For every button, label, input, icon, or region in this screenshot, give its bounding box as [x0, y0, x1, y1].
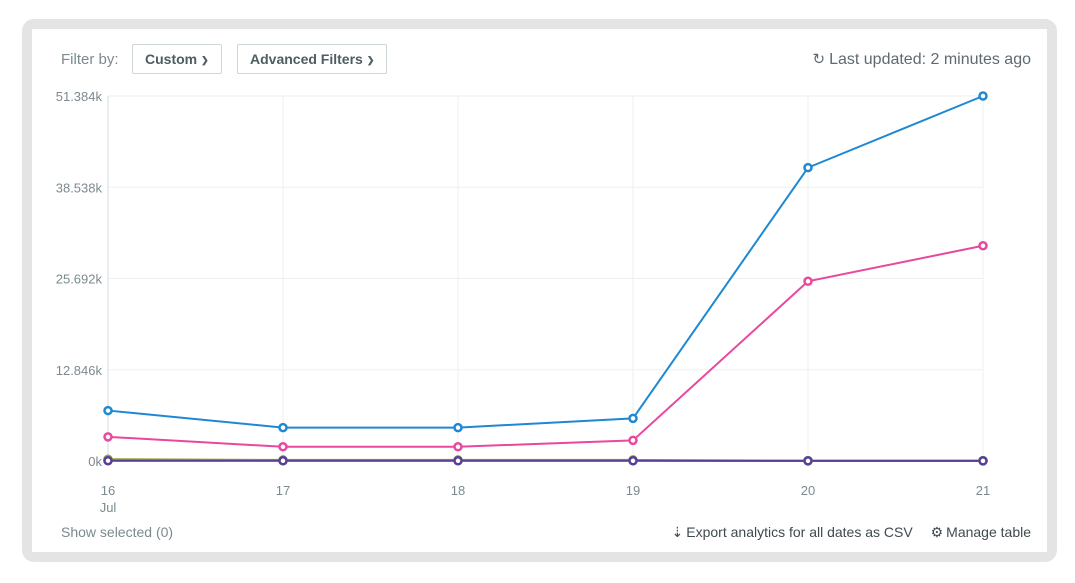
data-point [453, 456, 463, 466]
data-point [978, 241, 988, 251]
last-updated-status: ↻ Last updated: 2 minutes ago [813, 50, 1032, 69]
chevron-down-icon: ❯ [366, 55, 375, 65]
x-tick-label: 20 [801, 483, 815, 498]
data-point [103, 455, 113, 466]
filter-label: Filter by: [61, 51, 119, 68]
data-point [453, 422, 463, 433]
y-tick-label: 0k [88, 454, 102, 469]
export-csv-button[interactable]: ⇣ Export analytics for all dates as CSV [672, 524, 913, 540]
data-point [278, 456, 288, 466]
data-point [103, 432, 113, 442]
x-tick-label: 21 [976, 483, 990, 498]
x-tick-label: 18 [451, 483, 465, 498]
data-point [628, 435, 638, 446]
x-tick-sublabel: Jul [100, 500, 117, 514]
advanced-filters-button[interactable]: Advanced Filters ❯ [237, 44, 388, 74]
custom-filter-button[interactable]: Custom ❯ [132, 44, 222, 74]
data-point [978, 91, 988, 101]
manage-table-label: Manage table [946, 524, 1031, 540]
data-point [978, 456, 988, 466]
export-csv-label: Export analytics for all dates as CSV [686, 524, 913, 540]
data-point [103, 405, 113, 416]
x-tick-label: 16 [101, 483, 115, 498]
data-point [628, 456, 638, 466]
x-tick-label: 19 [626, 483, 640, 498]
export-csv-icon: ⇣ [671, 524, 684, 540]
refresh-icon[interactable]: ↻ [812, 51, 826, 68]
x-tick-label: 17 [276, 483, 290, 498]
series-line [107, 244, 984, 448]
data-point [803, 456, 813, 466]
last-updated-text: Last updated: 2 minutes ago [829, 51, 1031, 68]
data-point [803, 276, 813, 287]
y-tick-label: 38.538k [56, 180, 103, 195]
footer-actions: ⇣ Export analytics for all dates as CSV ⚙… [672, 524, 1031, 541]
chevron-down-icon: ❯ [201, 55, 209, 65]
series-line [107, 95, 984, 429]
y-tick-label: 25.692k [56, 272, 103, 287]
line-chart: 0k 12.846k 25.692k 38.538k 51.384k 16 17 18 19 20… [56, 89, 991, 514]
advanced-filters-label: Advanced Filters [250, 51, 363, 67]
manage-table-button[interactable]: ⚙ Manage table [931, 524, 1031, 540]
data-point [278, 442, 288, 452]
data-point [803, 162, 813, 173]
custom-filter-label: Custom [145, 51, 198, 67]
analytics-card: Filter by: Custom ❯ Advanced Filters ❯ ↻ La… [32, 29, 1047, 552]
y-tick-label: 51.384k [56, 89, 103, 104]
y-tick-label: 12.846k [56, 363, 103, 378]
data-point [278, 422, 288, 433]
data-point [628, 413, 638, 424]
show-selected-link[interactable]: Show selected (0) [61, 524, 174, 540]
data-point [453, 442, 463, 452]
gear-icon: ⚙ [930, 524, 944, 540]
